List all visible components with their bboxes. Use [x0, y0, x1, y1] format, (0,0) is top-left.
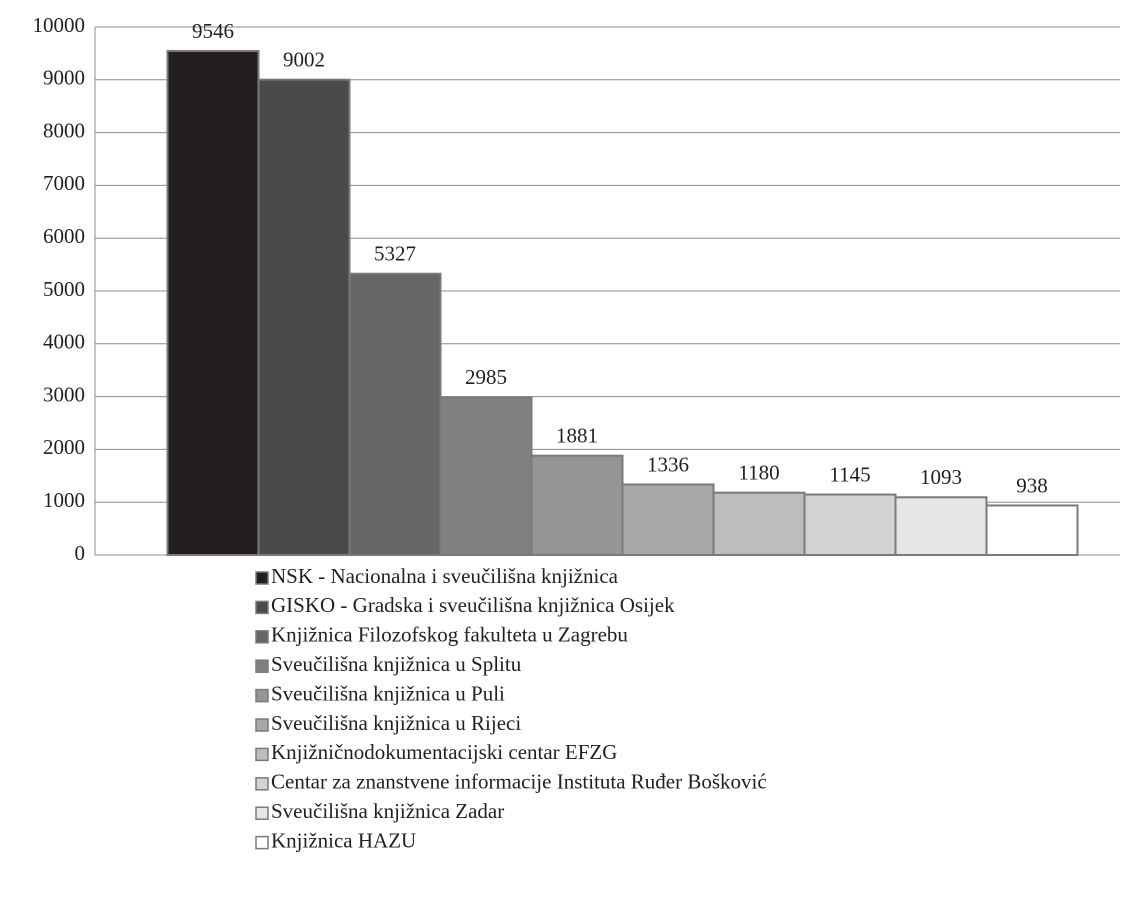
legend-swatch [255, 806, 269, 820]
data-label: 1145 [829, 462, 870, 486]
bar [439, 396, 533, 556]
data-label: 2985 [465, 365, 507, 389]
data-label: 1881 [556, 423, 598, 447]
y-tick-label: 3000 [43, 382, 85, 406]
y-tick-label: 10000 [33, 13, 86, 37]
data-label: 1180 [738, 461, 779, 485]
legend-label: Sveučilišna knjižnica Zadar [271, 799, 504, 823]
legend-swatch [255, 571, 269, 585]
legend-label: Knjižnica Filozofskog fakulteta u Zagreb… [271, 623, 628, 647]
data-label: 9546 [192, 19, 234, 43]
legend-swatch [255, 718, 269, 732]
y-tick-label: 8000 [43, 118, 85, 142]
legend-swatch [255, 835, 269, 850]
y-tick-label: 4000 [43, 330, 85, 354]
bar [712, 491, 806, 557]
bar [985, 504, 1079, 557]
bar [803, 493, 897, 557]
legend-label: Sveučilišna knjižnica u Rijeci [271, 711, 521, 735]
legend-label: Centar za znanstvene informacije Institu… [271, 770, 767, 794]
legend-swatch [255, 747, 269, 762]
data-label: 1336 [647, 452, 689, 476]
bar [257, 78, 351, 556]
y-tick-label: 9000 [43, 66, 85, 90]
y-tick-label: 0 [75, 541, 86, 565]
legend-swatch [255, 777, 269, 791]
legend-label: Knjižnica HAZU [271, 828, 416, 852]
legend-label: Sveučilišna knjižnica u Splitu [271, 652, 522, 676]
bar [166, 49, 260, 557]
legend-swatch [255, 688, 269, 703]
data-label: 5327 [374, 242, 416, 266]
bar [894, 496, 988, 557]
y-tick-label: 1000 [43, 488, 85, 512]
bar [530, 454, 624, 556]
data-label: 1093 [920, 465, 962, 489]
bar [348, 272, 442, 556]
legend-swatch [255, 659, 269, 673]
y-tick-label: 6000 [43, 224, 85, 248]
legend-label: GISKO - Gradska i sveučilišna knjižnica … [271, 593, 675, 617]
legend-swatch [255, 600, 269, 615]
y-tick-label: 5000 [43, 277, 85, 301]
data-label: 938 [1016, 473, 1048, 497]
bar [621, 483, 715, 556]
legend-label: NSK - Nacionalna i sveučilišna knjižnica [271, 564, 619, 588]
legend-label: Knjižničnodokumentacijski centar EFZG [271, 740, 617, 764]
y-tick-label: 7000 [43, 171, 85, 195]
data-label: 9002 [283, 48, 325, 72]
legend-swatch [255, 630, 269, 644]
legend-label: Sveučilišna knjižnica u Puli [271, 681, 505, 705]
y-tick-label: 2000 [43, 435, 85, 459]
